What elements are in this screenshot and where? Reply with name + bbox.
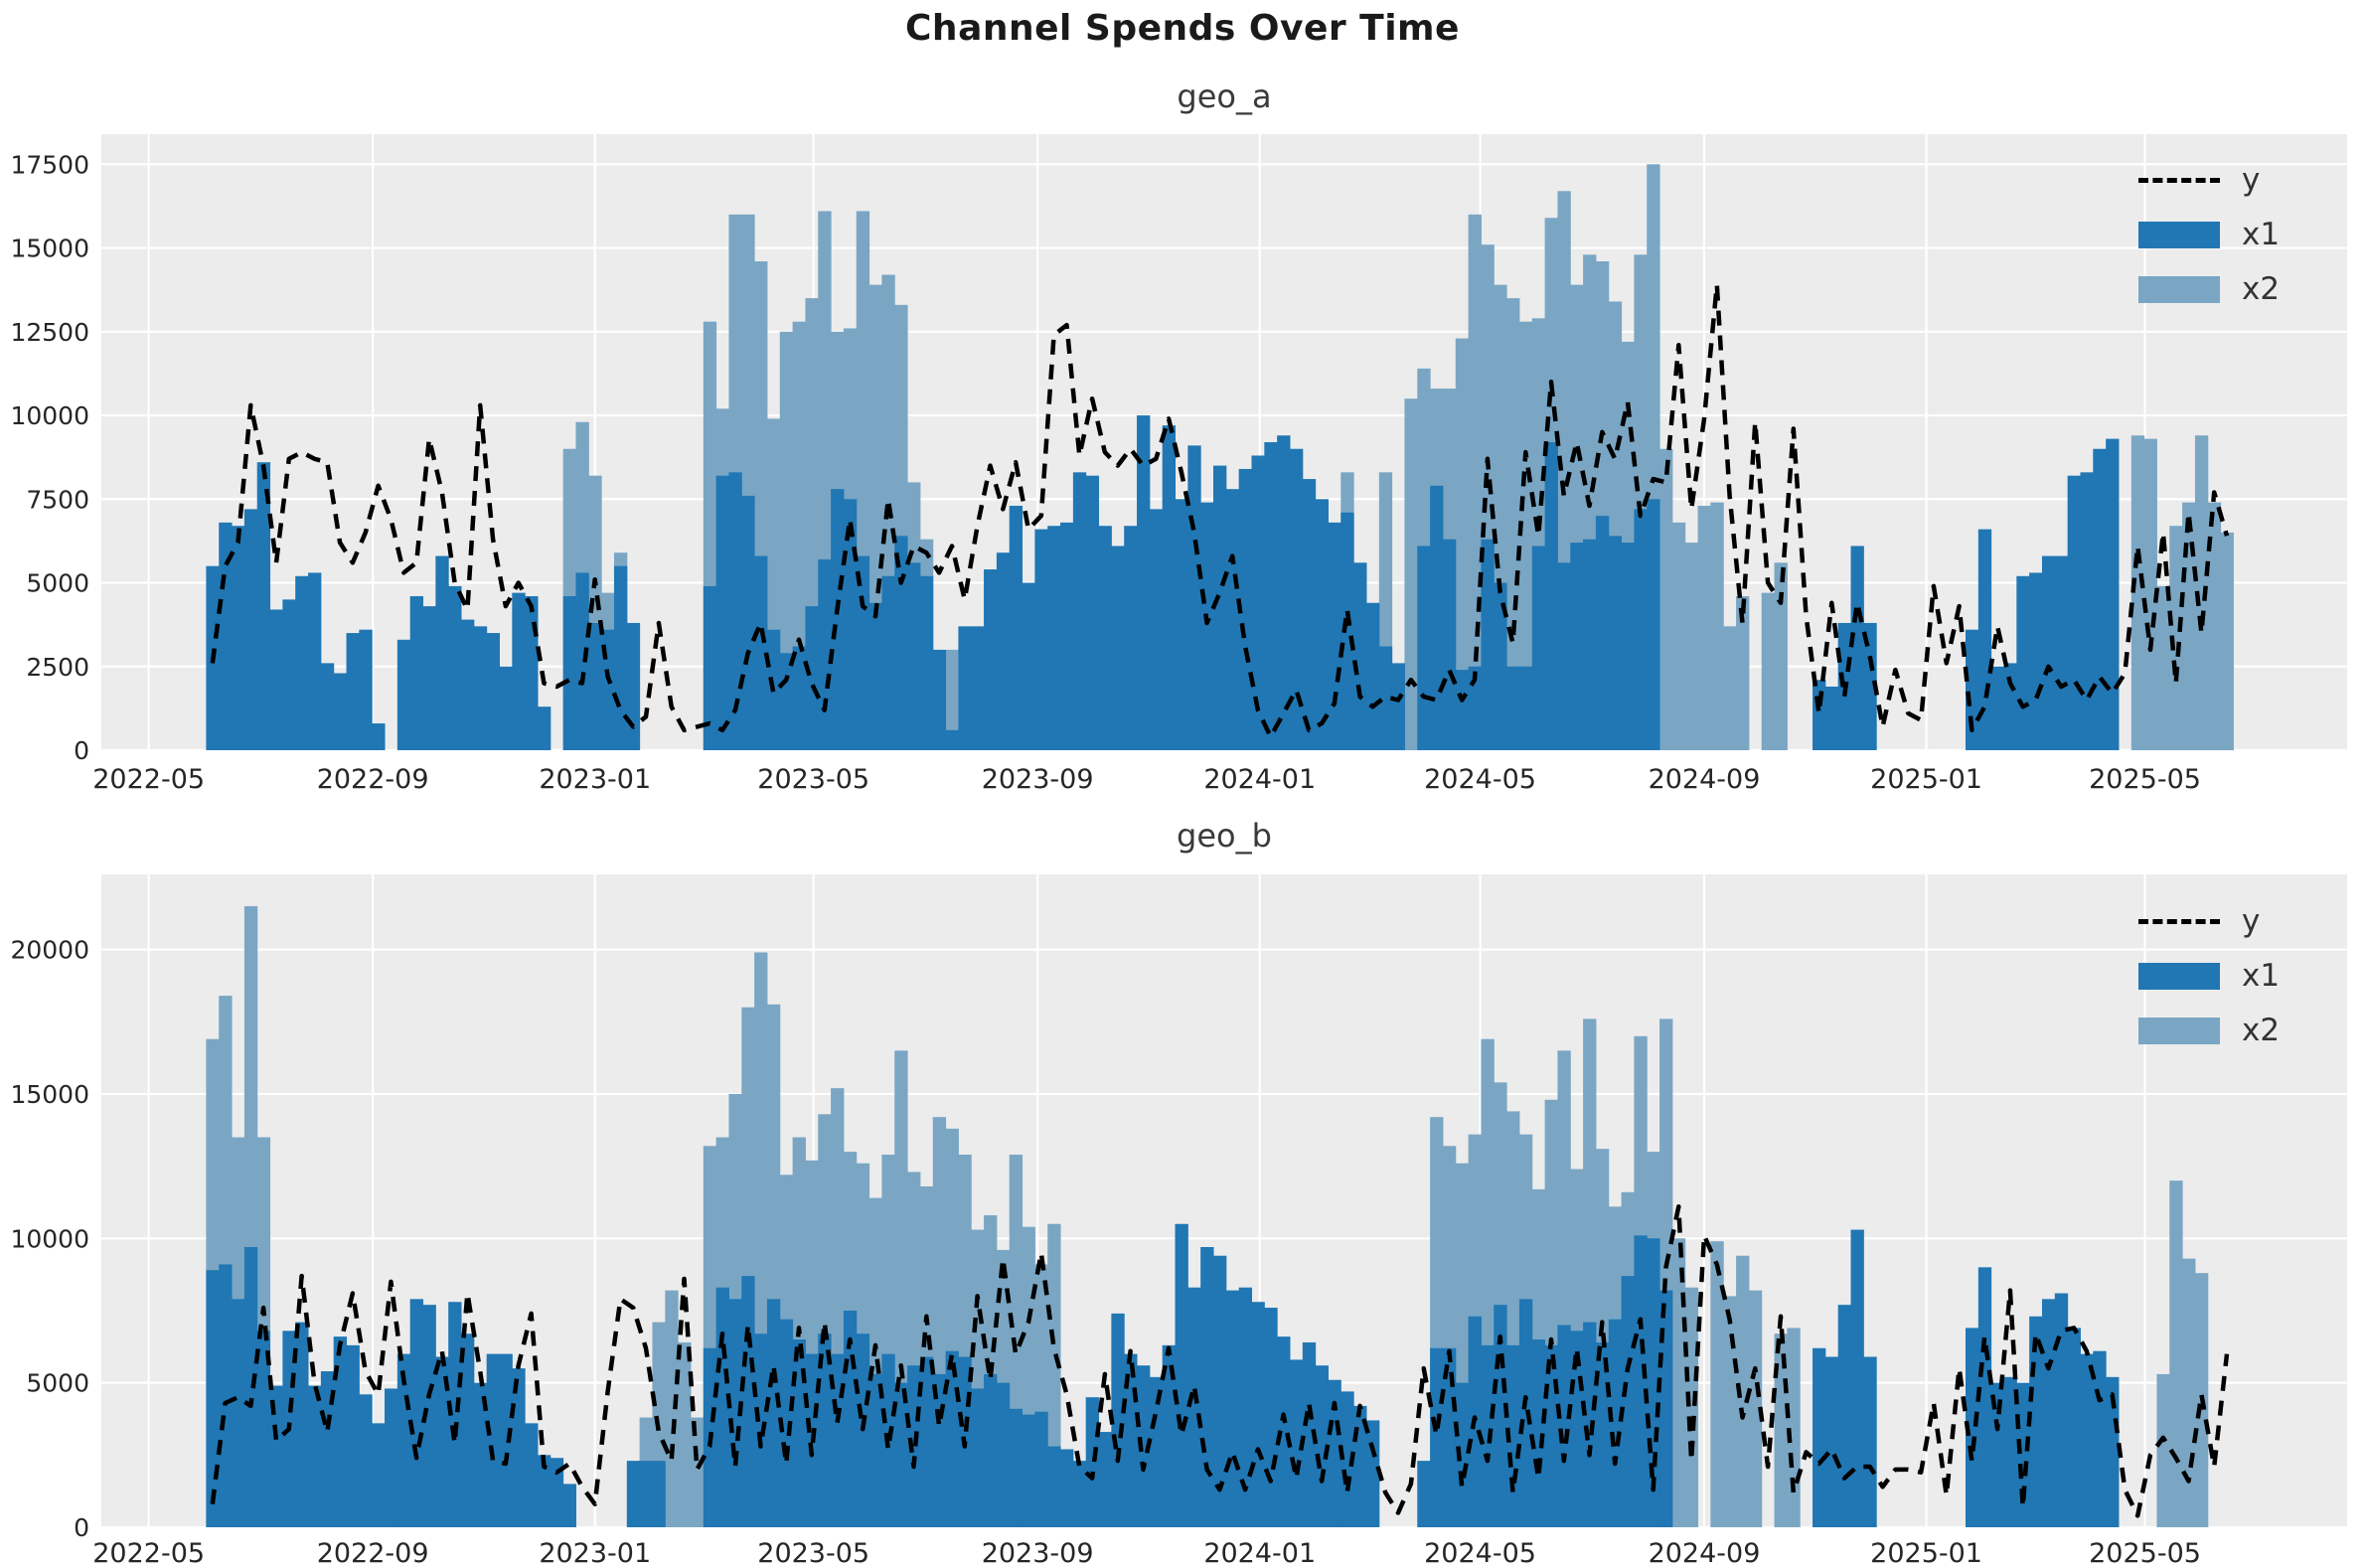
svg-text:2023-05: 2023-05 (757, 1538, 869, 1568)
legend-item-x1: x1 (2138, 216, 2280, 253)
x2-swatch-icon (2138, 275, 2220, 303)
y-line (210, 282, 2230, 739)
legend-label-y: y (2242, 161, 2261, 198)
y-axis-ticks: 0 5000 10000 15000 20000 (10, 936, 89, 1542)
geo-b-title: geo_b (1177, 817, 1272, 855)
svg-text:2024-05: 2024-05 (1424, 1538, 1536, 1568)
x1-swatch-icon (2138, 962, 2220, 990)
svg-text:17500: 17500 (10, 150, 89, 179)
svg-text:2025-01: 2025-01 (1870, 764, 1982, 795)
svg-text:2024-05: 2024-05 (1424, 764, 1536, 795)
x-axis-ticks: 2022-05 2022-09 2023-01 2023-05 2023-09 2024-… (92, 1538, 2201, 1568)
svg-text:2023-09: 2023-09 (982, 764, 1094, 795)
svg-text:2023-01: 2023-01 (539, 1538, 651, 1568)
svg-text:2022-09: 2022-09 (317, 1538, 429, 1568)
svg-text:7500: 7500 (26, 485, 89, 514)
legend-item-x2: x2 (2138, 270, 2280, 308)
legend-label-x1: x1 (2242, 957, 2281, 994)
svg-text:5000: 5000 (26, 1369, 89, 1398)
svg-text:20000: 20000 (10, 936, 89, 965)
x-axis-ticks: 2022-05 2022-09 2023-01 2023-05 2023-09 2024-… (92, 764, 2201, 795)
legend-item-y: y (2138, 161, 2280, 199)
svg-text:2025-05: 2025-05 (2089, 1538, 2201, 1568)
svg-text:2024-01: 2024-01 (1203, 1538, 1316, 1568)
svg-text:15000: 15000 (10, 1080, 89, 1109)
svg-text:2024-01: 2024-01 (1203, 764, 1316, 795)
y-dashed-line-icon (2138, 918, 2220, 924)
svg-text:2025-01: 2025-01 (1870, 1538, 1982, 1568)
y-line (210, 1204, 2230, 1518)
legend-label-x1: x1 (2242, 216, 2281, 252)
svg-text:2024-09: 2024-09 (1649, 764, 1761, 795)
svg-text:0: 0 (74, 736, 89, 765)
main-title: Channel Spends Over Time (905, 8, 1460, 49)
svg-text:2022-05: 2022-05 (92, 764, 205, 795)
legend-label-x2: x2 (2242, 1012, 2281, 1048)
legend-label-x2: x2 (2242, 270, 2281, 307)
legend-item-y: y (2138, 902, 2280, 940)
svg-text:2025-05: 2025-05 (2089, 764, 2201, 795)
geo-b-legend: y x1 x2 (2138, 902, 2280, 1049)
svg-text:10000: 10000 (10, 401, 89, 430)
legend-label-y: y (2242, 902, 2261, 939)
svg-text:0: 0 (74, 1513, 89, 1542)
geo-a-legend: y x1 x2 (2138, 161, 2280, 308)
svg-text:2023-09: 2023-09 (982, 1538, 1094, 1568)
svg-text:15000: 15000 (10, 235, 89, 263)
svg-text:2500: 2500 (26, 653, 89, 682)
svg-text:2022-05: 2022-05 (92, 1538, 205, 1568)
legend-item-x1: x1 (2138, 957, 2280, 995)
svg-text:5000: 5000 (26, 569, 89, 598)
geo-a-plot: 0 2500 5000 7500 10000 12500 15000 17500 2022-05… (10, 134, 2347, 795)
svg-text:10000: 10000 (10, 1224, 89, 1253)
svg-text:2023-01: 2023-01 (539, 764, 651, 795)
y-dashed-line-icon (2138, 177, 2220, 183)
svg-text:2023-05: 2023-05 (757, 764, 869, 795)
y-axis-ticks: 0 2500 5000 7500 10000 12500 15000 17500 (10, 150, 89, 765)
legend-item-x2: x2 (2138, 1012, 2280, 1049)
x1-bars (206, 415, 2120, 750)
svg-text:2022-09: 2022-09 (317, 764, 429, 795)
x1-swatch-icon (2138, 221, 2220, 248)
svg-text:12500: 12500 (10, 318, 89, 347)
x2-swatch-icon (2138, 1017, 2220, 1044)
geo-a-title: geo_a (1177, 78, 1272, 115)
svg-text:2024-09: 2024-09 (1649, 1538, 1761, 1568)
